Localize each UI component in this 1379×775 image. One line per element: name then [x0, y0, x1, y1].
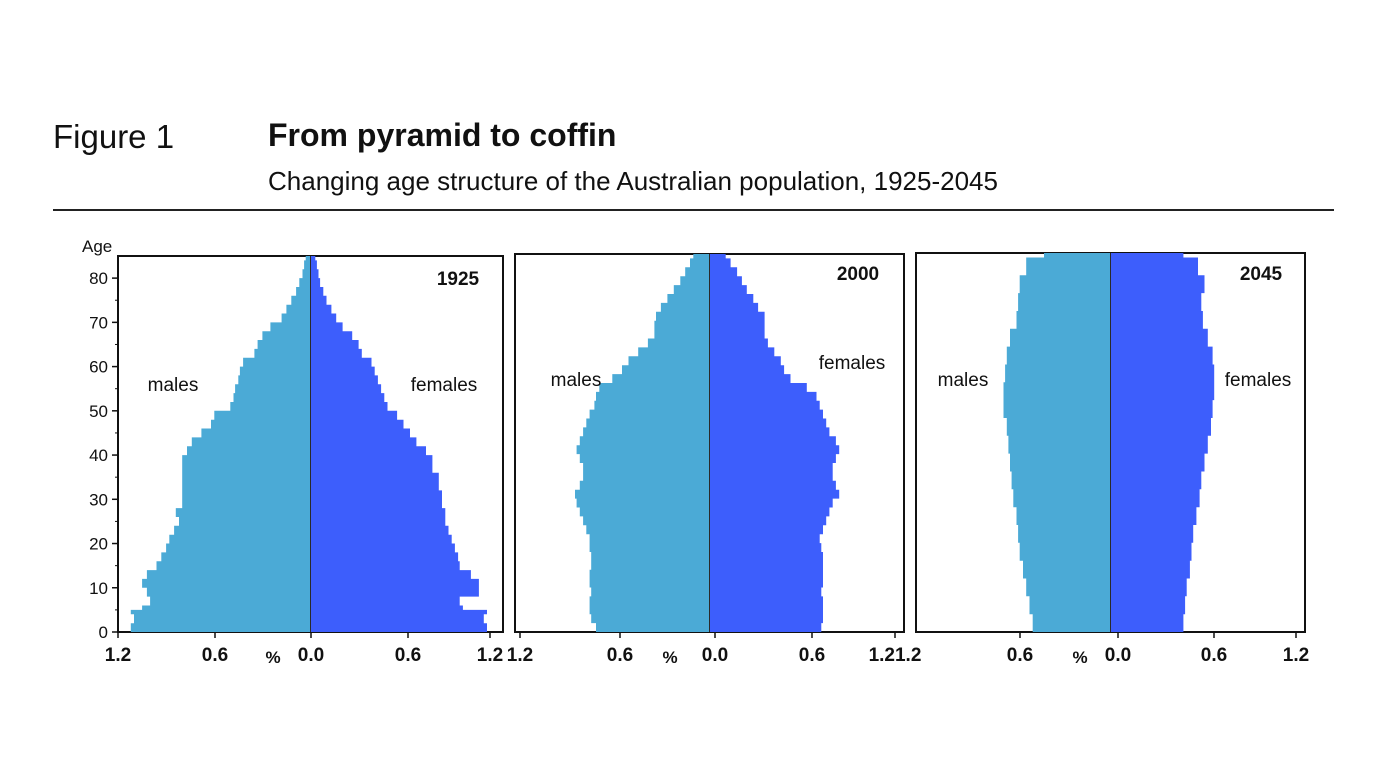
y-tick-label: 20 [89, 535, 108, 554]
females-annotation: females [411, 375, 478, 396]
males-annotation: males [551, 370, 602, 391]
females-annotation: females [1225, 370, 1292, 391]
x-tick-label: 1.21.2 [869, 645, 922, 666]
x-tick-label: 0.6 [1007, 645, 1033, 666]
y-axis-label: Age [82, 237, 112, 256]
panel-year-label: 2045 [1240, 264, 1283, 285]
panel-year-label: 1925 [437, 269, 480, 290]
y-tick-label: 70 [89, 313, 108, 332]
x-tick-label: 0.6 [1201, 645, 1227, 666]
y-tick-label: 50 [89, 402, 108, 421]
y-tick-label: 0 [99, 623, 108, 642]
x-tick-label: 0.6 [607, 645, 633, 666]
males-annotation: males [938, 370, 989, 391]
x-tick-label: 1.2 [477, 645, 503, 666]
females-annotation: females [819, 353, 886, 374]
x-axis-label: % [1072, 648, 1087, 667]
y-tick-label: 30 [89, 490, 108, 509]
x-tick-label: 0.0 [298, 645, 324, 666]
figure-subtitle: Changing age structure of the Australian… [268, 166, 998, 196]
y-tick-label: 40 [89, 446, 108, 465]
x-tick-label: 1.2 [105, 645, 131, 666]
y-tick-label: 10 [89, 579, 108, 598]
x-tick-label: 0.6 [799, 645, 825, 666]
females-bars-2000 [709, 254, 840, 632]
x-tick-label: 0.0 [702, 645, 728, 666]
x-axis-label: % [662, 648, 677, 667]
x-tick-label: 0.0 [1105, 645, 1131, 666]
x-tick-label: 1.2 [507, 645, 533, 666]
y-tick-label: 80 [89, 269, 108, 288]
males-bars-2045 [1003, 253, 1111, 632]
males-bars-1925 [130, 256, 311, 632]
x-tick-label: 0.6 [395, 645, 421, 666]
x-tick-label: 0.6 [202, 645, 228, 666]
females-bars-2045 [1110, 253, 1215, 632]
figure-title: From pyramid to coffin [268, 117, 617, 153]
panel-year-label: 2000 [837, 264, 879, 285]
males-annotation: males [148, 375, 199, 396]
males-bars-2000 [575, 254, 710, 632]
header-rule [53, 209, 1334, 211]
x-tick-label: 1.2 [1283, 645, 1309, 666]
x-axis-label: % [265, 648, 280, 667]
y-tick-label: 60 [89, 358, 108, 377]
figure-label: Figure 1 [53, 118, 175, 155]
females-bars-1925 [310, 256, 487, 632]
